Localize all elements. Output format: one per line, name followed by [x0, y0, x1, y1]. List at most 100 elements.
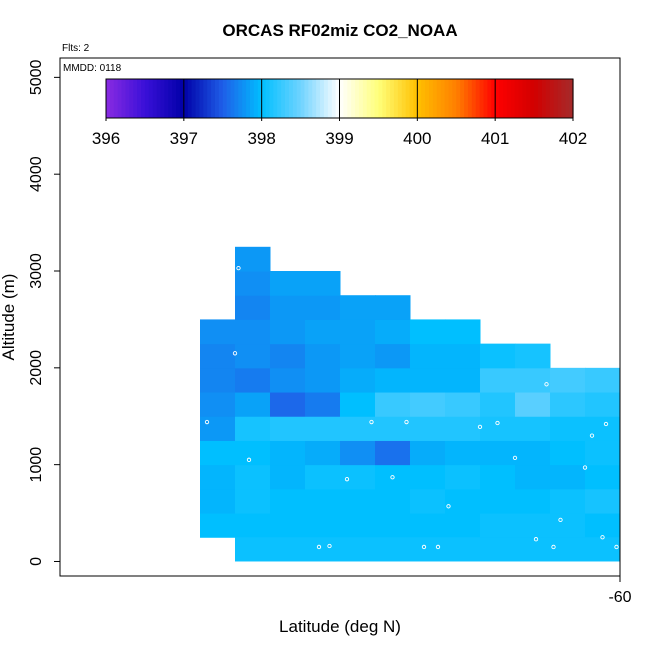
observation-point: [404, 419, 409, 425]
colorbar-swatch: [436, 79, 442, 118]
observation-point: [180, 515, 185, 521]
heatmap-cell: [235, 416, 271, 441]
colorbar-swatch: [475, 79, 481, 118]
heatmap-cell: [200, 464, 236, 490]
colorbar-swatch: [246, 79, 251, 118]
colorbar-swatch: [429, 79, 434, 118]
colorbar-swatch: [358, 79, 364, 118]
heatmap-cell: [445, 440, 481, 466]
heatmap-cell: [445, 392, 481, 417]
heatmap-cell: [305, 464, 341, 490]
colorbar-swatch: [495, 79, 500, 118]
colorbar-swatch: [121, 79, 127, 118]
heatmap-cell: [200, 392, 236, 417]
axes: 0 1000 2000 3000 4000 5000 -60: [28, 59, 632, 606]
colorbar-swatch: [351, 79, 356, 118]
colorbar-swatch: [249, 79, 255, 118]
heatmap-cell: [305, 295, 341, 320]
observation-point: [187, 433, 192, 438]
heatmap-cell: [515, 464, 551, 490]
heatmap-cell: [200, 367, 236, 393]
colorbar-swatch: [444, 79, 450, 118]
heatmap-cell: [200, 319, 236, 345]
heatmap-cell: [235, 537, 620, 562]
colorbar-swatch: [125, 79, 130, 118]
colorbar-swatch: [545, 79, 551, 118]
observation-point: [512, 455, 518, 461]
colorbar-swatch: [409, 79, 415, 118]
heatmap-cell: [235, 319, 271, 345]
heatmap-cell: [375, 343, 411, 369]
y-tick-label: 3000: [28, 253, 45, 289]
date-annotation: MMDD: 0118: [63, 63, 122, 74]
heatmap-cell: [340, 488, 376, 514]
colorbar-swatch: [109, 79, 115, 118]
colorbar-swatch: [530, 79, 535, 118]
colorbar-swatch: [549, 79, 555, 118]
heatmap-cell: [515, 343, 551, 369]
colorbar-swatch: [137, 79, 142, 118]
colorbar-swatch: [526, 79, 531, 118]
heatmap-cell: [235, 440, 271, 466]
colorbar-swatch: [308, 79, 313, 118]
observation-point: [533, 537, 539, 542]
heatmap-cell: [410, 416, 446, 441]
observation-point: [204, 419, 210, 425]
heatmap-cell: [375, 416, 411, 441]
heatmap-cell: [515, 440, 551, 466]
observation-point: [369, 419, 374, 425]
observation-point: [582, 465, 588, 470]
heatmap-cell: [375, 367, 411, 393]
colorbar-swatch: [218, 79, 224, 118]
colorbar-swatch: [537, 79, 543, 118]
observation-point: [390, 475, 395, 480]
heatmap-cell: [550, 392, 586, 417]
colorbar-swatch: [522, 79, 527, 118]
colorbar-swatch: [214, 79, 220, 118]
observation-point: [225, 543, 231, 549]
colorbar-swatch: [269, 79, 274, 118]
observation-point: [232, 351, 238, 356]
heatmap-cell: [445, 464, 481, 490]
heatmap-cell: [340, 416, 376, 441]
colorbar-swatch: [296, 79, 302, 118]
heatmap-cell: [445, 343, 481, 369]
heatmap-cell: [445, 488, 481, 514]
heatmap-cell: [480, 343, 516, 369]
heatmap-cell: [480, 367, 516, 393]
colorbar-swatch: [355, 79, 360, 118]
colorbar-tick-label: 402: [559, 129, 587, 148]
chart-title: ORCAS RF02miz CO2_NOAA: [222, 21, 457, 40]
heatmap-cell: [270, 513, 306, 538]
colorbar-swatch: [327, 79, 333, 118]
colorbar-swatch: [448, 79, 453, 118]
observation-point: [435, 544, 441, 550]
colorbar-swatch: [534, 79, 539, 118]
colorbar-tick-label: 399: [325, 129, 353, 148]
observation-point: [316, 544, 322, 550]
heatmap-cell: [270, 319, 306, 345]
colorbar-swatch: [514, 79, 520, 118]
heatmap-cell: [550, 464, 586, 490]
heatmap-cell: [340, 513, 376, 538]
heatmap-cell: [305, 440, 341, 466]
heatmap-cell: [270, 464, 306, 490]
colorbar-swatch: [234, 79, 239, 118]
heatmap-cell: [515, 416, 551, 441]
observation-point: [327, 543, 332, 549]
heatmap-cell: [410, 513, 446, 538]
heatmap-cell: [270, 295, 306, 320]
colorbar-swatch: [207, 79, 212, 118]
heatmap-cell: [200, 513, 236, 538]
heatmap-cell: [340, 367, 376, 393]
y-tick-label: 4000: [28, 156, 45, 192]
colorbar-swatch: [401, 79, 407, 118]
heatmap-cell: [270, 488, 306, 514]
heatmap-cell: [270, 343, 306, 369]
observation-point: [446, 504, 451, 509]
heatmap-cell: [270, 271, 306, 296]
colorbar-swatch: [417, 79, 422, 118]
colorbar-swatch: [304, 79, 309, 118]
heatmap-cell: [550, 488, 586, 514]
